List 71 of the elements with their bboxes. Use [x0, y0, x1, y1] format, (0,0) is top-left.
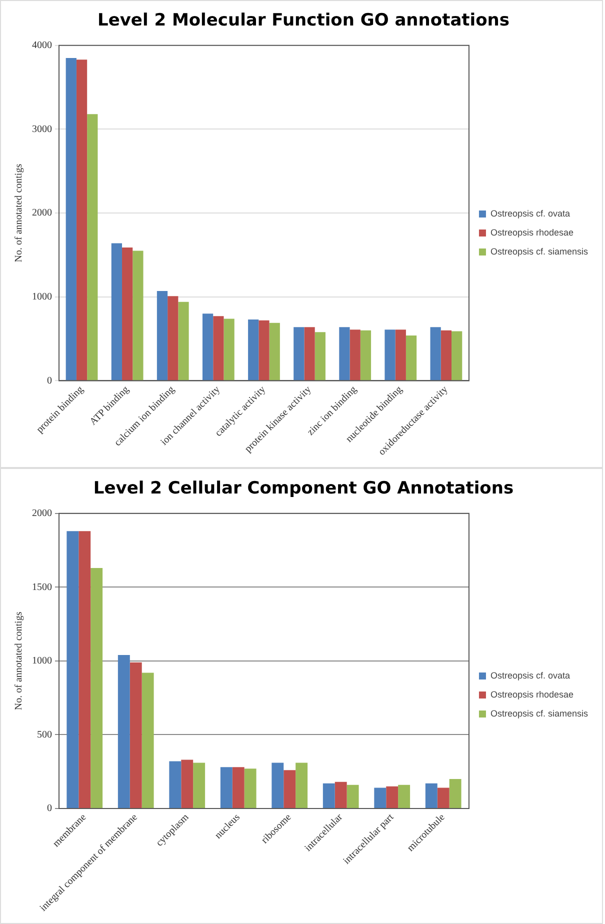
bar [132, 250, 144, 380]
bar [202, 314, 214, 380]
bar [193, 762, 206, 808]
bar [130, 662, 142, 808]
chart-title: Level 2 Molecular Function GO annotations [97, 10, 510, 31]
bar [178, 302, 189, 380]
bar [248, 320, 259, 380]
legend-label: Ostreopsis cf. ovata [490, 208, 570, 218]
bar [296, 762, 308, 808]
bar [406, 335, 417, 380]
legend-label: Ostreopsis cf. ovata [490, 670, 570, 680]
bar [66, 531, 79, 808]
bar [244, 768, 256, 808]
y-axis-title: No. of annotated contigs [14, 164, 25, 262]
bar [142, 672, 154, 808]
bar [452, 331, 462, 380]
y-tick-label: 1000 [32, 292, 52, 303]
bar [294, 327, 304, 380]
bar [169, 761, 182, 808]
y-tick-label: 2000 [32, 508, 52, 520]
bar [78, 531, 91, 808]
bar [350, 330, 360, 380]
bar [258, 320, 270, 380]
y-tick-label: 3000 [32, 124, 52, 135]
bar [284, 770, 296, 808]
bar [314, 332, 326, 380]
legend-label: Ostreopsis rhodesae [490, 689, 574, 700]
y-tick-label: 4000 [32, 40, 52, 52]
bar [440, 330, 452, 380]
bar [384, 330, 396, 380]
legend-label: Ostreopsis cf. siamensis [490, 708, 588, 718]
bar [90, 568, 103, 808]
bar [346, 784, 359, 808]
bar [334, 782, 347, 808]
y-tick-label: 1000 [32, 656, 52, 667]
bar [76, 60, 88, 380]
bar [386, 786, 398, 808]
legend-label: Ostreopsis cf. siamensis [490, 246, 588, 256]
chart-title: Level 2 Cellular Component GO Annotations [93, 478, 514, 499]
bar [181, 760, 194, 808]
bar [322, 783, 335, 808]
bar [168, 296, 178, 380]
bar [122, 247, 133, 380]
bar [395, 330, 406, 380]
bar [374, 788, 386, 808]
legend-label: Ostreopsis rhodesae [490, 227, 574, 238]
bar [87, 114, 98, 380]
bar [437, 788, 450, 808]
bar [304, 327, 315, 380]
bar [360, 330, 372, 380]
y-tick-label: 500 [37, 729, 52, 740]
y-tick-label: 2000 [32, 208, 52, 219]
y-tick-label: 1500 [32, 582, 52, 593]
bar [232, 767, 244, 808]
bar [339, 327, 350, 380]
bar [449, 778, 462, 808]
y-tick-label: 0 [47, 375, 52, 386]
bar [156, 291, 168, 380]
bar [224, 318, 234, 380]
bar [213, 316, 224, 380]
bar [269, 322, 280, 380]
y-axis-title: No. of annotated contigs [14, 612, 25, 710]
bar [398, 784, 410, 808]
bar [66, 58, 76, 380]
bar [272, 762, 284, 808]
bar [111, 243, 122, 380]
bar [430, 327, 441, 380]
bar [220, 767, 232, 808]
y-tick-label: 0 [47, 803, 52, 814]
bar [118, 655, 130, 808]
bar [425, 783, 438, 808]
